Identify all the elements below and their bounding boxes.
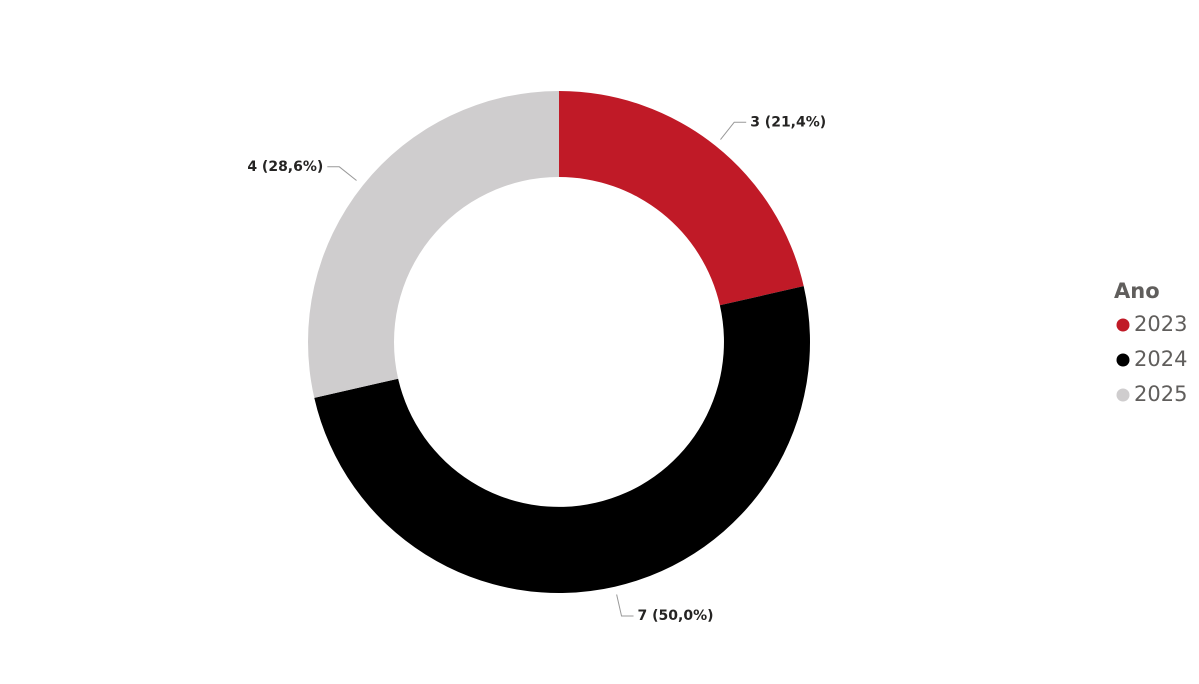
legend-title: Ano [1114,279,1160,303]
legend-marker [1116,388,1130,402]
legend-label: 2025 [1134,382,1187,406]
donut-slice [314,286,810,593]
legend-label: 2023 [1134,312,1187,336]
leader-line [616,594,634,617]
leader-line [720,121,747,140]
legend-marker [1116,318,1130,332]
leader-line [327,166,357,181]
donut-slice [307,91,559,398]
legend-marker [1116,353,1130,367]
value-label: 7 (50,0%) [638,608,714,624]
value-label: 4 (28,6%) [247,159,323,175]
value-label: 3 (21,4%) [750,114,826,130]
donut-slice [559,91,804,306]
legend-label: 2024 [1134,347,1187,371]
